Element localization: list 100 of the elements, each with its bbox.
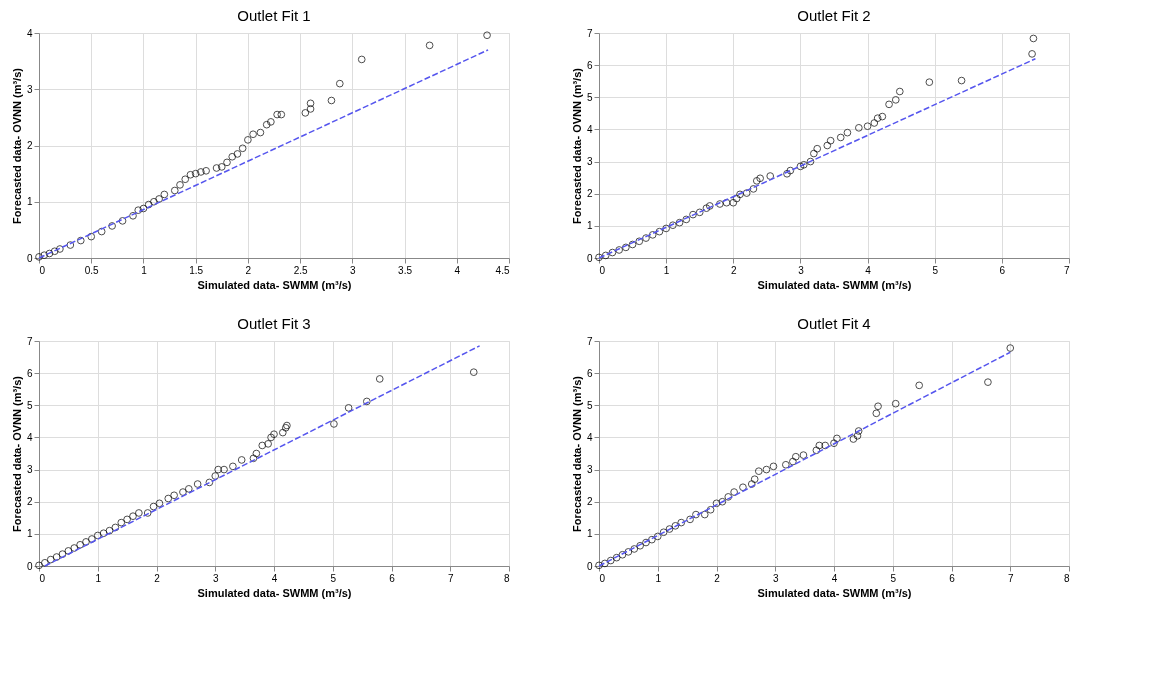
y-tick-label: 5 xyxy=(586,399,593,411)
x-tick-label: 0.5 xyxy=(84,264,100,276)
point xyxy=(749,185,758,193)
y-tick-label: 4 xyxy=(26,431,33,443)
x-tick-label: 3 xyxy=(212,572,219,584)
point xyxy=(469,368,478,377)
point xyxy=(306,105,315,113)
y-tick-label: 5 xyxy=(586,91,593,103)
point xyxy=(648,231,657,239)
point xyxy=(238,144,247,153)
x-tick-label: 6 xyxy=(999,264,1006,276)
point xyxy=(786,166,795,175)
x-tick-label: 3.5 xyxy=(398,264,413,276)
y-tick-label: 2 xyxy=(26,140,33,151)
point xyxy=(220,465,228,474)
point xyxy=(642,234,650,242)
point xyxy=(810,149,818,158)
point xyxy=(327,96,336,105)
point xyxy=(144,200,153,209)
point xyxy=(129,512,137,521)
x-tick-label: 1 xyxy=(655,572,662,584)
point xyxy=(872,409,881,418)
point xyxy=(267,118,275,126)
point xyxy=(258,441,267,450)
point xyxy=(58,550,67,558)
point xyxy=(630,545,639,553)
point xyxy=(118,217,127,225)
y-tick-label: 3 xyxy=(586,156,593,168)
point xyxy=(1006,344,1015,352)
point xyxy=(692,510,700,519)
point xyxy=(150,197,158,206)
point xyxy=(736,190,744,199)
point xyxy=(671,521,680,530)
point xyxy=(957,76,966,85)
x-tick-label: 2 xyxy=(245,264,252,276)
point xyxy=(155,499,164,508)
point xyxy=(756,174,764,183)
y-tick-label: 2 xyxy=(586,188,593,200)
point xyxy=(612,553,621,562)
y-tick-label: 3 xyxy=(586,464,593,476)
x-tick-label: 2 xyxy=(154,572,161,584)
point xyxy=(783,169,791,178)
x-tick-label: 5 xyxy=(890,572,897,584)
point xyxy=(117,518,126,527)
point xyxy=(769,462,778,471)
point xyxy=(659,528,668,537)
point xyxy=(41,558,49,567)
point xyxy=(229,462,237,471)
point xyxy=(344,404,353,412)
x-tick-label: 0 xyxy=(599,264,606,276)
point xyxy=(135,509,143,517)
point xyxy=(750,475,759,484)
point xyxy=(40,251,49,260)
x-axis-title: Simulated data- SWMM (m³/s) xyxy=(197,586,352,599)
point xyxy=(873,114,882,123)
x-tick-label: 4.5 xyxy=(495,264,510,276)
point xyxy=(244,136,252,144)
y-tick-label: 1 xyxy=(26,196,33,208)
y-tick-label: 1 xyxy=(26,528,33,540)
x-axis-title: Simulated data- SWMM (m³/s) xyxy=(197,278,352,291)
point xyxy=(211,472,220,480)
point xyxy=(854,427,863,435)
point xyxy=(833,434,841,443)
point xyxy=(628,240,637,249)
x-tick-label: 1.5 xyxy=(189,264,204,276)
point xyxy=(264,440,272,448)
point xyxy=(766,172,775,180)
point xyxy=(781,460,790,469)
y-tick-label: 6 xyxy=(26,367,33,379)
point xyxy=(191,169,200,178)
x-tick-label: 5 xyxy=(932,264,939,276)
point xyxy=(870,119,879,127)
point xyxy=(878,112,887,121)
point xyxy=(70,544,79,552)
point xyxy=(262,120,271,129)
point xyxy=(277,110,286,119)
point xyxy=(160,190,169,199)
y-tick-label: 3 xyxy=(26,464,33,476)
point xyxy=(76,540,84,549)
point xyxy=(197,168,205,176)
point xyxy=(762,465,771,474)
point xyxy=(1028,50,1036,58)
point xyxy=(830,439,838,448)
x-tick-label: 4 xyxy=(831,572,838,584)
point xyxy=(812,446,821,455)
point xyxy=(799,451,808,459)
y-tick-label: 7 xyxy=(586,27,593,39)
point xyxy=(885,100,893,109)
point xyxy=(237,456,246,464)
point xyxy=(601,251,610,260)
x-tick-label: 8 xyxy=(503,572,510,584)
point xyxy=(689,210,697,219)
point xyxy=(754,467,763,476)
point xyxy=(606,556,615,565)
point xyxy=(87,232,96,241)
point xyxy=(653,532,662,541)
x-tick-label: 8 xyxy=(1063,572,1070,584)
point xyxy=(214,465,223,474)
y-tick-label: 0 xyxy=(586,252,593,264)
point xyxy=(730,488,738,496)
